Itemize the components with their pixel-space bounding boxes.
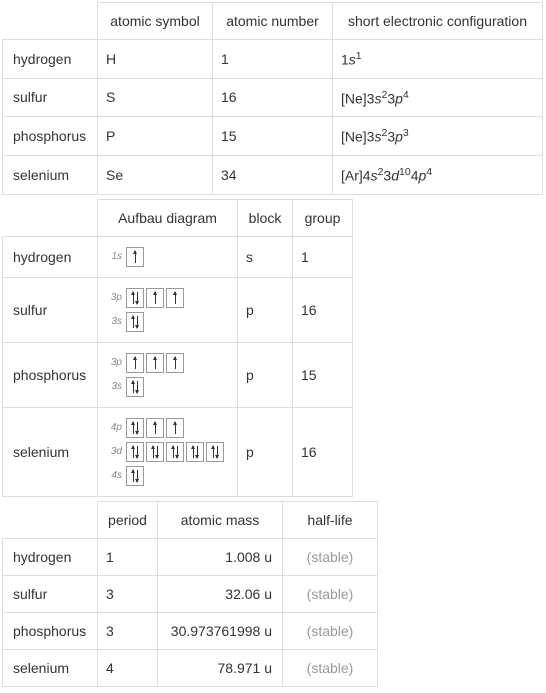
orbital-box [126,247,144,267]
header-atomic-number: atomic number [213,3,333,40]
header-atomic-mass: atomic mass [158,501,283,538]
aufbau-diagram: 3p 3s [98,342,238,407]
element-name: sulfur [3,78,98,117]
table-row: hydrogen 1s s 1 [3,236,353,277]
orbital-box [126,312,144,332]
orbital-box [126,288,144,308]
orbital-box [126,466,144,486]
element-symbol: P [98,117,213,156]
element-block: p [238,277,293,342]
element-name: phosphorus [3,342,98,407]
element-period: 3 [98,612,158,649]
element-config: [Ar]4s23d104p4 [333,155,543,194]
element-mass: 78.971 u [158,649,283,686]
orbital-box [146,288,164,308]
element-symbol: S [98,78,213,117]
element-number: 34 [213,155,333,194]
orbital-box [126,353,144,373]
orbital-box [126,442,144,462]
table-row: sulfur S 16 [Ne]3s23p4 [3,78,543,117]
header-aufbau: Aufbau diagram [98,199,238,236]
element-mass: 30.973761998 u [158,612,283,649]
table-row: sulfur 3p 3s p 1 [3,277,353,342]
element-name: phosphorus [3,612,98,649]
table-row: phosphorus 3 30.973761998 u (stable) [3,612,378,649]
element-half-life: (stable) [283,575,378,612]
element-name: hydrogen [3,236,98,277]
orbital-box [206,442,224,462]
element-period: 1 [98,538,158,575]
aufbau-diagram: 4p 3d [98,407,238,496]
orbital-box [146,442,164,462]
element-group: 16 [293,277,353,342]
element-period: 3 [98,575,158,612]
element-name: hydrogen [3,538,98,575]
table-row: phosphorus 3p 3s p [3,342,353,407]
element-symbol: H [98,40,213,79]
element-name: sulfur [3,575,98,612]
element-name: selenium [3,649,98,686]
element-group: 16 [293,407,353,496]
element-half-life: (stable) [283,612,378,649]
element-group: 1 [293,236,353,277]
element-symbol: Se [98,155,213,194]
header-half-life: half-life [283,501,378,538]
header-electronic-config: short electronic configuration [333,3,543,40]
element-half-life: (stable) [283,538,378,575]
element-properties-table-2: Aufbau diagram block group hydrogen 1s s… [2,199,353,497]
element-mass: 1.008 u [158,538,283,575]
orbital-box [166,353,184,373]
aufbau-diagram: 3p 3s [98,277,238,342]
element-period: 4 [98,649,158,686]
table-row: selenium 4p 3d [3,407,353,496]
table-row: phosphorus P 15 [Ne]3s23p3 [3,117,543,156]
element-name: selenium [3,155,98,194]
orbital-box [166,418,184,438]
table-row: sulfur 3 32.06 u (stable) [3,575,378,612]
element-block: p [238,407,293,496]
orbital-box [166,288,184,308]
element-half-life: (stable) [283,649,378,686]
table-row: hydrogen 1 1.008 u (stable) [3,538,378,575]
orbital-box [126,377,144,397]
table-row: selenium 4 78.971 u (stable) [3,649,378,686]
table-row: selenium Se 34 [Ar]4s23d104p4 [3,155,543,194]
element-config: [Ne]3s23p4 [333,78,543,117]
header-atomic-symbol: atomic symbol [98,3,213,40]
element-name: phosphorus [3,117,98,156]
orbital-box [126,418,144,438]
header-period: period [98,501,158,538]
element-name: hydrogen [3,40,98,79]
orbital-box [166,442,184,462]
element-config: 1s1 [333,40,543,79]
header-group: group [293,199,353,236]
orbital-box [146,353,164,373]
aufbau-diagram: 1s [98,236,238,277]
element-properties-table-1: atomic symbol atomic number short electr… [2,2,543,195]
element-number: 16 [213,78,333,117]
element-number: 15 [213,117,333,156]
element-group: 15 [293,342,353,407]
orbital-box [146,418,164,438]
element-properties-table-3: period atomic mass half-life hydrogen 1 … [2,501,378,687]
element-name: sulfur [3,277,98,342]
table-row: hydrogen H 1 1s1 [3,40,543,79]
header-block: block [238,199,293,236]
element-name: selenium [3,407,98,496]
element-block: p [238,342,293,407]
element-config: [Ne]3s23p3 [333,117,543,156]
orbital-box [186,442,204,462]
element-mass: 32.06 u [158,575,283,612]
element-number: 1 [213,40,333,79]
element-block: s [238,236,293,277]
